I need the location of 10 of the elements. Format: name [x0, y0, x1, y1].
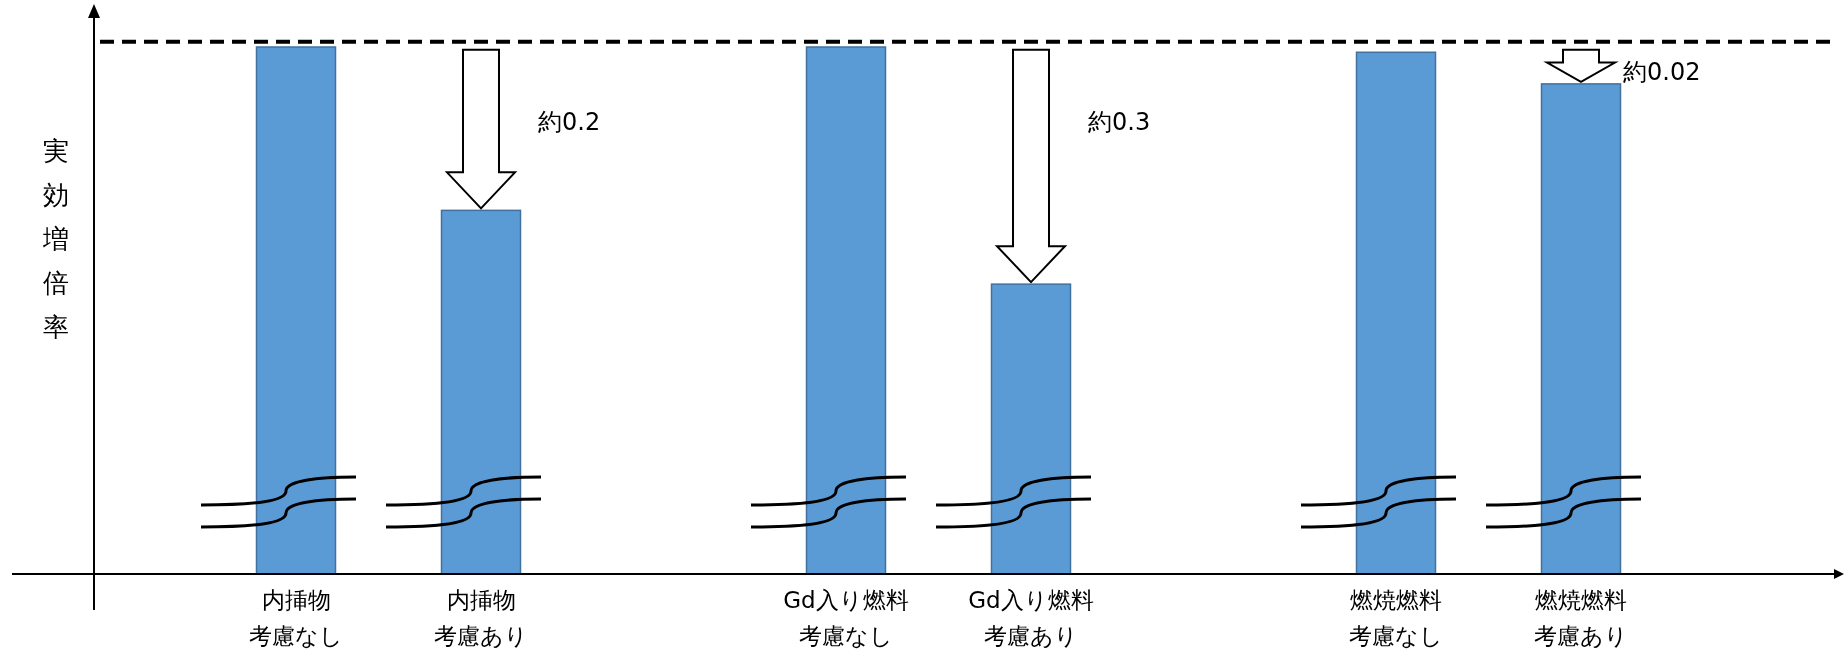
annotation: 約0.02: [1623, 57, 1701, 86]
x-tick-label: 燃焼燃料考慮あり: [1534, 587, 1628, 649]
x-tick-label: 内挿物考慮あり: [434, 587, 528, 649]
x-tick-label: 内挿物考慮なし: [249, 587, 343, 649]
y-axis-title: 実効増倍率: [42, 136, 69, 342]
x-tick-label: Gd入り燃料考慮なし: [783, 587, 909, 649]
x-tick-label: Gd入り燃料考慮あり: [968, 587, 1094, 649]
x-tick-label: 燃焼燃料考慮なし: [1349, 587, 1443, 649]
annotation: 約0.2: [538, 107, 601, 136]
annotation: 約0.3: [1088, 107, 1151, 136]
